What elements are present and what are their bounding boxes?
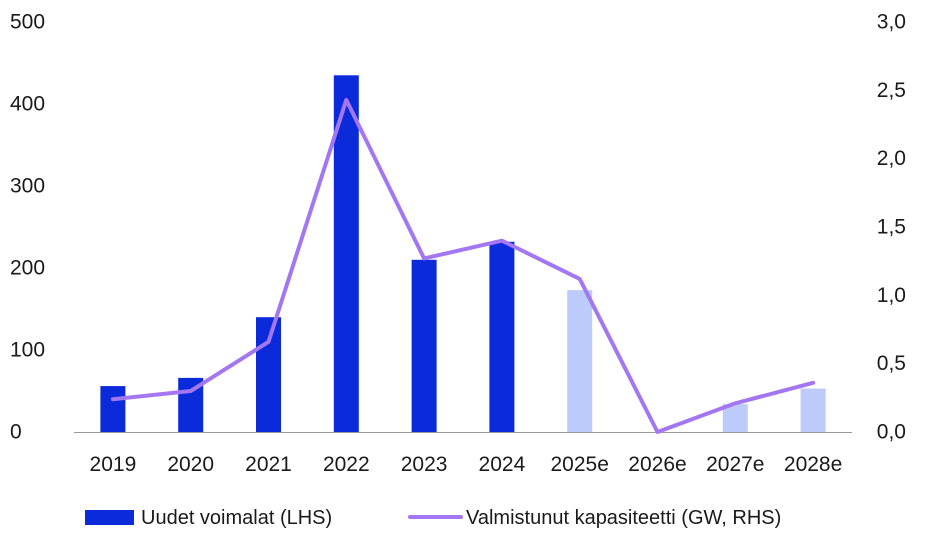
y-left-tick-label: 300	[10, 175, 45, 198]
y-right-tick-label: 1,5	[877, 216, 906, 239]
x-tick-label: 2026e	[628, 453, 686, 476]
bar-estimate	[800, 388, 826, 432]
x-axis-ticks: 2019 2020 2021 2022 2023 2024 2025e 2026e 2027e 2…	[90, 453, 843, 476]
y-right-tick-label: 0,5	[877, 352, 906, 375]
y-left-tick-label: 0	[10, 421, 22, 444]
legend: Uudet voimalat (LHS) Valmistunut kapasit…	[85, 507, 781, 529]
y-left-tick-label: 400	[10, 93, 45, 116]
x-tick-label: 2027e	[706, 453, 764, 476]
x-tick-label: 2021	[245, 453, 292, 476]
bar	[489, 241, 515, 432]
y-right-tick-label: 3,0	[877, 11, 906, 34]
x-tick-label: 2024	[479, 453, 526, 476]
bar	[100, 386, 126, 432]
bar-estimate	[722, 404, 748, 432]
x-tick-label: 2019	[90, 453, 137, 476]
bar-estimate	[567, 290, 593, 432]
y-left-tick-label: 100	[10, 339, 45, 362]
y-left-tick-label: 500	[10, 11, 45, 34]
legend-bar-label: Uudet voimalat (LHS)	[141, 507, 332, 529]
capacity-line	[110, 97, 816, 434]
x-tick-label: 2020	[167, 453, 214, 476]
line-series	[110, 97, 816, 434]
right-axis-ticks: 0,0 0,5 1,0 1,5 2,0 2,5 3,0	[877, 11, 906, 444]
bar	[333, 75, 359, 433]
bar	[411, 259, 437, 432]
y-right-tick-label: 1,0	[877, 284, 906, 307]
x-tick-label: 2022	[323, 453, 370, 476]
legend-bar-swatch	[85, 510, 134, 525]
y-right-tick-label: 2,5	[877, 79, 906, 102]
y-right-tick-label: 0,0	[877, 421, 906, 444]
bar	[256, 317, 281, 432]
y-left-tick-label: 200	[10, 257, 45, 280]
x-tick-label: 2028e	[784, 453, 842, 476]
y-right-tick-label: 2,0	[877, 147, 906, 170]
x-tick-label: 2025e	[550, 453, 608, 476]
legend-line-label: Valmistunut kapasiteetti (GW, RHS)	[466, 507, 781, 529]
x-tick-label: 2023	[401, 453, 448, 476]
left-axis-ticks: 0 100 200 300 400 500	[10, 11, 45, 444]
